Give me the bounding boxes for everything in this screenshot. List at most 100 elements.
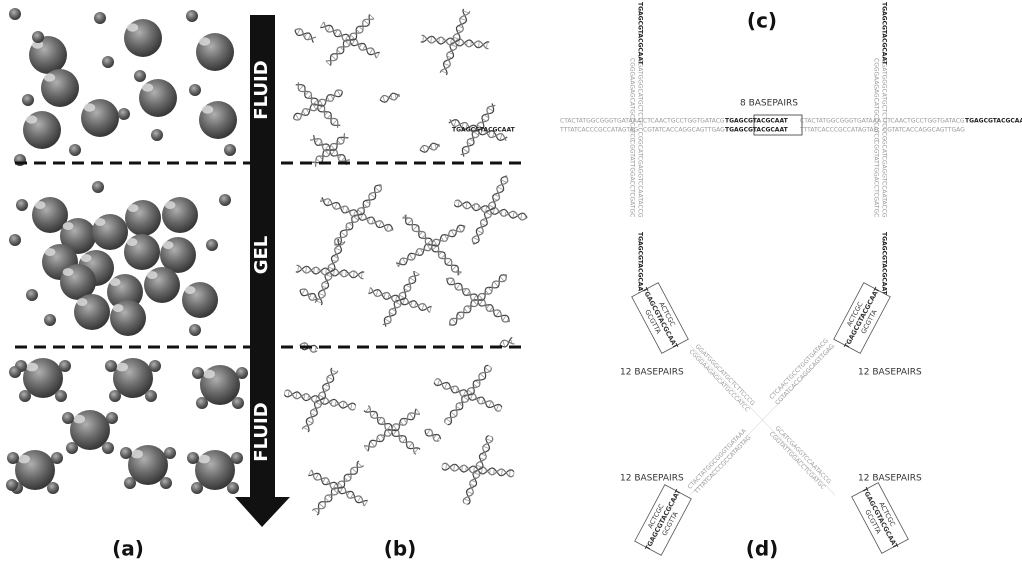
sphere-cap xyxy=(35,201,46,209)
dna-strand xyxy=(350,40,380,55)
dna-strand xyxy=(322,197,358,215)
particle xyxy=(106,412,118,424)
dna-rungs xyxy=(385,300,401,324)
dna-strand xyxy=(478,299,510,322)
sphere-cap xyxy=(203,370,215,379)
sphere-cap xyxy=(147,271,158,279)
dna-strand xyxy=(319,371,338,400)
sequence: CGTATCACCAGGCAGTTGAG xyxy=(643,127,725,134)
particle xyxy=(186,10,198,22)
particle xyxy=(102,442,114,454)
dna-strand xyxy=(358,185,382,216)
sequence: TGAGCGTACGCAAT xyxy=(637,2,644,66)
dna-rungs xyxy=(316,272,331,303)
particle xyxy=(9,8,21,20)
dna-rungs xyxy=(350,15,374,40)
particle xyxy=(124,477,136,489)
sphere-cap xyxy=(128,204,139,212)
sequence: CGGTATTGGACCTCGATGC xyxy=(873,140,880,217)
sequence: CTACTATGGCGGGTGATAAA xyxy=(686,427,748,491)
dna-strand xyxy=(338,465,364,488)
sequence: TGAGCGTACGCAAT xyxy=(881,2,888,66)
basepairs-label: 12 BASEPAIRS xyxy=(858,368,922,378)
dna-strand xyxy=(338,488,368,503)
dna-strand xyxy=(442,463,478,473)
dna-strand xyxy=(400,271,416,300)
sequence: GGATGGGCATGCTCTTCCCG xyxy=(694,343,757,407)
panel-label: (d) xyxy=(746,537,779,561)
sphere-cap xyxy=(202,105,213,113)
sphere-cap xyxy=(163,241,174,249)
dna-strand xyxy=(436,379,468,397)
sphere-cap xyxy=(199,37,210,45)
particle xyxy=(236,367,248,379)
dna-strand xyxy=(328,241,345,272)
sphere-cap xyxy=(44,73,55,81)
dna-rungs xyxy=(318,91,342,106)
sphere-cap xyxy=(73,415,85,424)
dna-strand xyxy=(467,470,479,505)
dna-strand xyxy=(462,130,478,157)
particle xyxy=(55,390,67,402)
particle xyxy=(191,482,203,494)
sphere-cap xyxy=(26,115,37,123)
sphere-cap xyxy=(127,238,138,246)
dna-strand xyxy=(320,368,334,400)
particle xyxy=(164,447,176,459)
particle xyxy=(219,194,231,206)
figure: FLUIDGELFLUID(a)(b)(c)(d)CTACTATGGCGGGTG… xyxy=(0,0,1022,575)
particle xyxy=(227,482,239,494)
sphere-cap xyxy=(84,103,95,111)
basepairs-label: 12 BASEPAIRS xyxy=(620,368,684,378)
sequence: TGAGCGTACGCAA xyxy=(965,118,1022,125)
sequence: TGAGCGTACGCAAT xyxy=(725,118,789,125)
particle xyxy=(44,314,56,326)
sequence: GCATCGAGGTCCAATACCG xyxy=(773,425,832,486)
sequence: CGGTATTGGACCTCGATGC xyxy=(768,431,827,491)
sphere-cap xyxy=(113,304,124,312)
particle xyxy=(160,477,172,489)
sequence: CGGGAAGAGCATGCCCATCC xyxy=(873,58,880,142)
sphere-cap xyxy=(63,268,74,276)
dna-strand xyxy=(402,218,432,245)
particle xyxy=(120,447,132,459)
dna-rungs xyxy=(294,105,318,120)
particle xyxy=(62,412,74,424)
sequence: CTACTATGGCGGGTGATAAA xyxy=(800,118,882,125)
dna-strand xyxy=(468,365,488,395)
particle xyxy=(187,452,199,464)
sequence: TTTATCACCCGCCATAGTAG xyxy=(693,434,753,496)
dna-rungs xyxy=(338,463,362,488)
dna-rungs xyxy=(454,11,469,42)
sequence: TGAGCGTACGCAAT xyxy=(881,232,888,296)
dna-strand xyxy=(478,436,490,471)
particle xyxy=(105,360,117,372)
dna-strand xyxy=(392,430,416,455)
sequence: TGAGCGTACGCAAT xyxy=(637,232,644,296)
particle xyxy=(118,108,130,120)
particle xyxy=(9,366,21,378)
dna-rungs xyxy=(298,85,318,105)
dna-strand xyxy=(318,105,341,125)
basepairs-label: 8 BASEPAIRS xyxy=(740,99,798,109)
sphere-cap xyxy=(131,450,143,459)
particle xyxy=(94,12,106,24)
dna-rungs xyxy=(314,488,338,513)
particle xyxy=(232,397,244,409)
dna-strand xyxy=(432,245,462,272)
dna-strand xyxy=(445,395,469,423)
sequence: CGGTATTGGACCTCGATGC xyxy=(629,140,636,217)
sequence: CTCAACTGCCTGGTGATACG xyxy=(643,118,725,125)
dna-rungs xyxy=(366,407,392,430)
dna-strand xyxy=(448,395,468,425)
dna-strand xyxy=(312,488,338,511)
dna-strand xyxy=(317,488,338,515)
dna-strand xyxy=(468,368,492,396)
dna-strand xyxy=(320,25,350,40)
arrow-label: FLUID xyxy=(251,402,272,461)
dna-strand xyxy=(440,42,457,73)
sequence: GGATGGGCATGCTCTTCCCG xyxy=(881,58,888,141)
sphere-cap xyxy=(110,278,121,286)
sphere-cap xyxy=(185,286,196,294)
sequence: TGAGCGTACGCAAT xyxy=(452,127,516,134)
